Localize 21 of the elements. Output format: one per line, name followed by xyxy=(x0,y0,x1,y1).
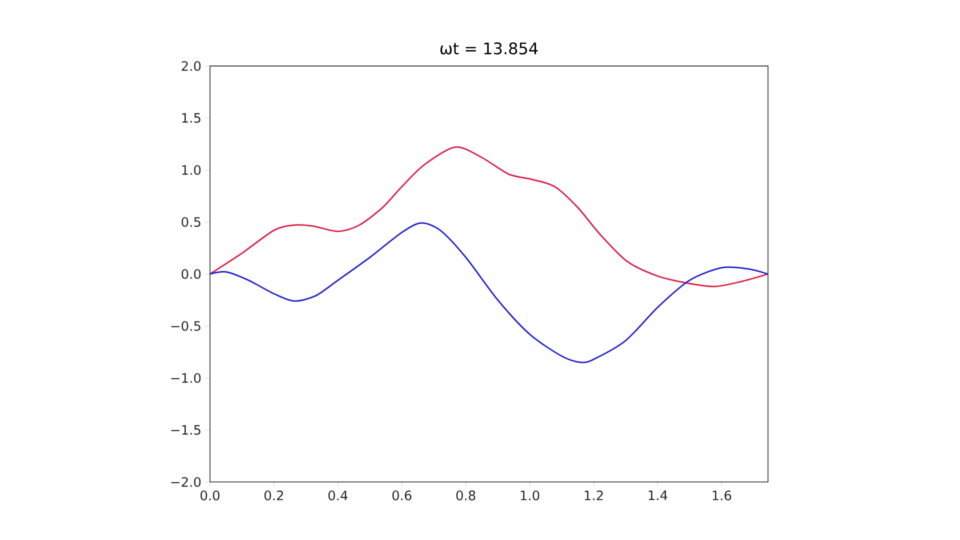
line-series xyxy=(210,222,768,364)
x-tick-label: 1.2 xyxy=(584,490,603,500)
x-tick-label: 1.0 xyxy=(520,490,540,500)
chart-title: ωt = 13.854 xyxy=(440,42,538,54)
y-tick-label: 0.0 xyxy=(182,269,201,279)
x-tick-label: 0.8 xyxy=(456,490,476,500)
y-tick-label: −1.0 xyxy=(171,373,201,383)
x-tick-label: 0.4 xyxy=(328,490,348,500)
x-tick-label: 1.6 xyxy=(712,490,732,500)
y-tick-label: −2.0 xyxy=(171,477,201,487)
y-tick-label: 0.5 xyxy=(182,217,200,227)
x-tick-label: 0.2 xyxy=(264,490,283,500)
x-tick-label: 1.4 xyxy=(648,490,668,500)
y-tick-label: 2.0 xyxy=(182,61,201,71)
y-tick-label: 1.5 xyxy=(182,113,200,123)
x-tick-label: 0.6 xyxy=(392,490,412,500)
y-tick-label: 1.0 xyxy=(182,165,201,175)
y-tick-label: −1.5 xyxy=(171,425,200,435)
line-series xyxy=(210,146,768,288)
x-tick-label: 0.0 xyxy=(200,490,220,500)
y-tick-label: −0.5 xyxy=(171,321,200,331)
